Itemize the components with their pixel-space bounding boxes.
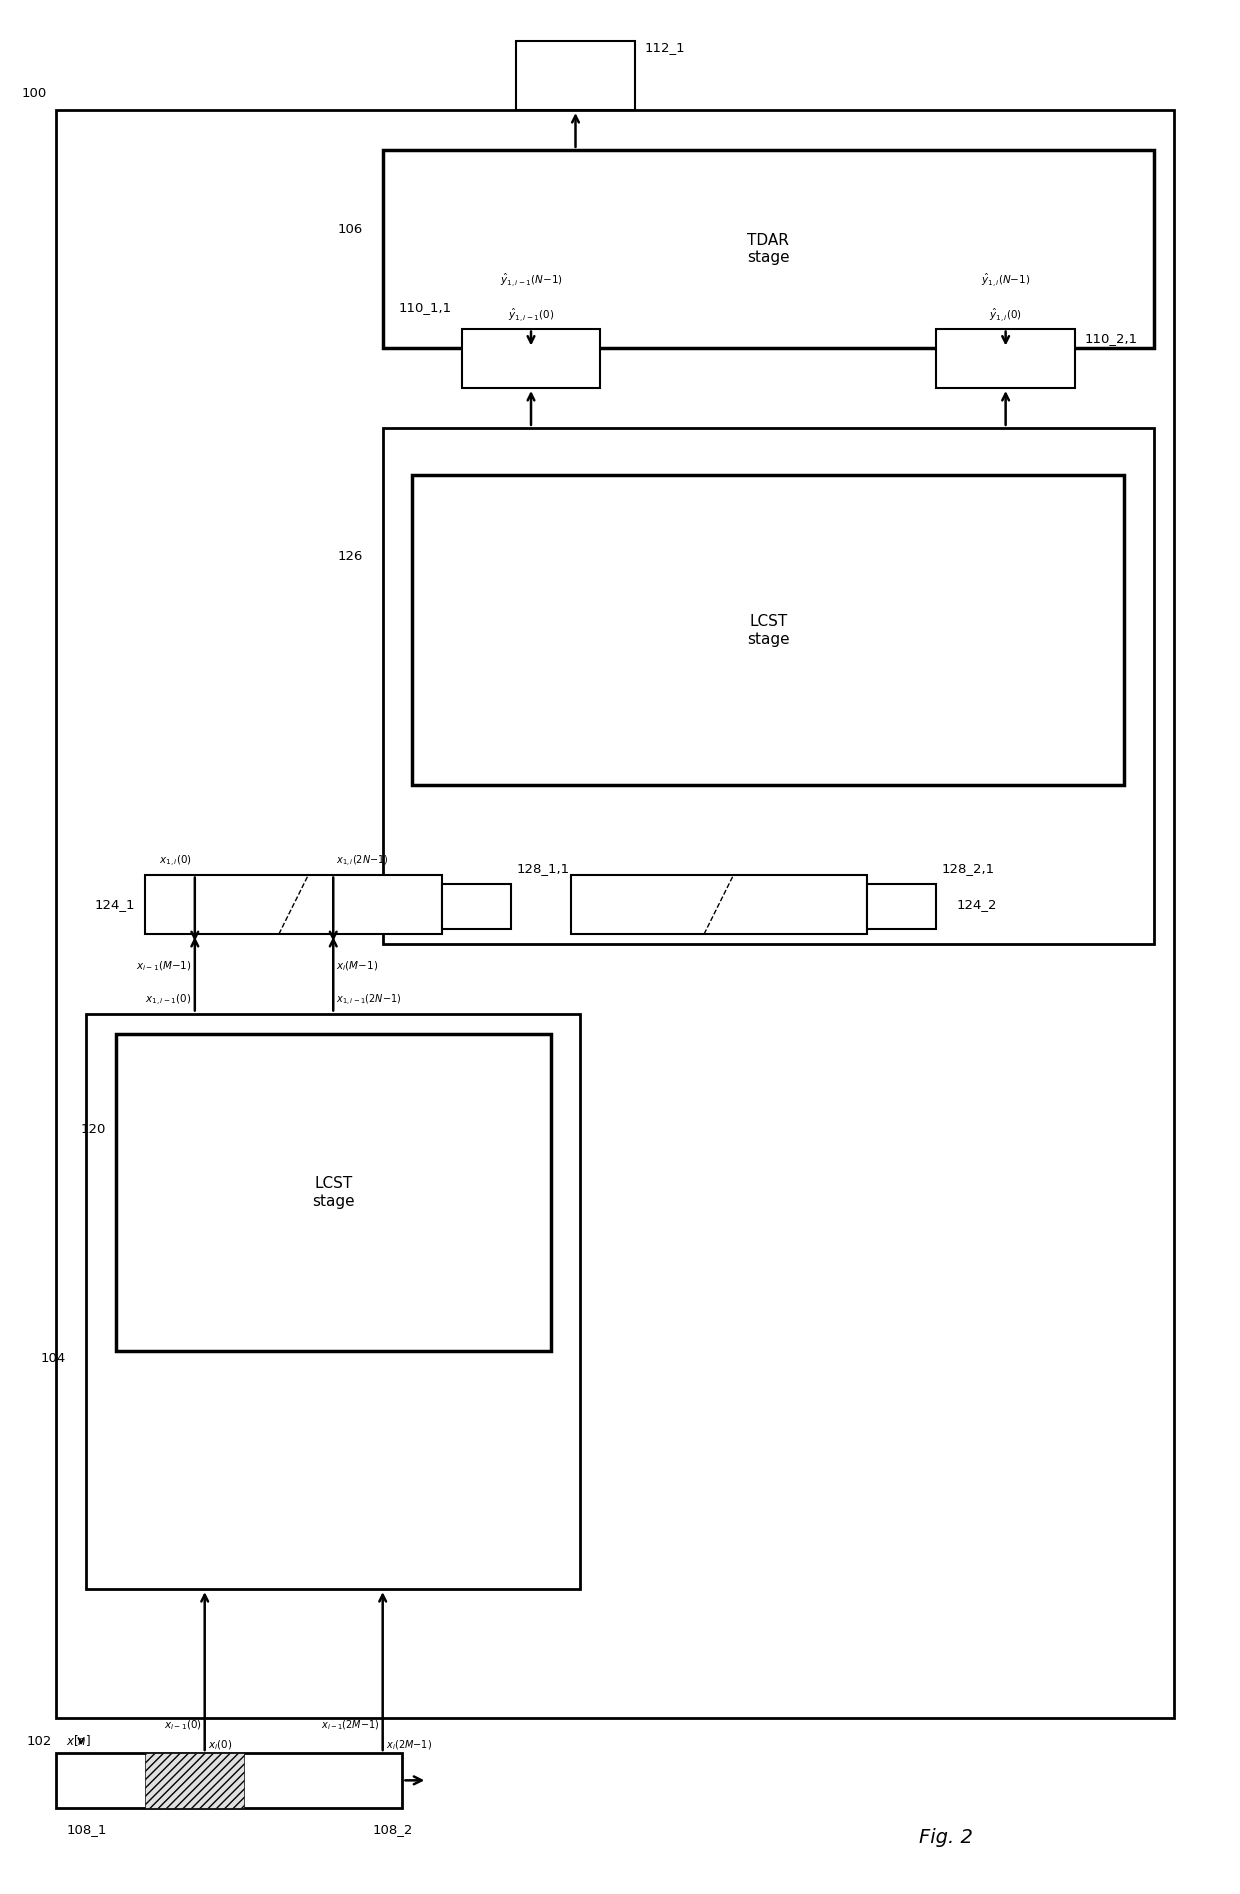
Text: LCST
stage: LCST stage bbox=[312, 1176, 355, 1208]
Text: $x_{1,i}(0)$: $x_{1,i}(0)$ bbox=[159, 854, 192, 869]
Bar bbox=[86, 1013, 580, 1589]
Bar bbox=[516, 40, 635, 110]
Bar bbox=[461, 328, 600, 388]
Text: 104: 104 bbox=[41, 1352, 66, 1366]
Text: $x_{i}(0)$: $x_{i}(0)$ bbox=[207, 1739, 232, 1752]
Text: $\hat{y}_{1,i}(0)$: $\hat{y}_{1,i}(0)$ bbox=[990, 307, 1022, 324]
Bar bbox=[413, 475, 1125, 786]
Text: 124_2: 124_2 bbox=[956, 898, 997, 911]
Bar bbox=[145, 1754, 244, 1807]
Bar bbox=[115, 1034, 551, 1350]
Text: Fig. 2: Fig. 2 bbox=[919, 1828, 973, 1847]
Text: $\hat{y}_{1,i-1}(N{-}1)$: $\hat{y}_{1,i-1}(N{-}1)$ bbox=[500, 271, 563, 290]
Text: 126: 126 bbox=[337, 551, 363, 563]
Text: $x_{1,i-1}(2N{-}1)$: $x_{1,i-1}(2N{-}1)$ bbox=[336, 992, 402, 1008]
Text: $\hat{y}_{1,i-1}(0)$: $\hat{y}_{1,i-1}(0)$ bbox=[507, 307, 554, 324]
Text: TDAR
stage: TDAR stage bbox=[746, 233, 790, 265]
Text: $\hat{y}_{1,i}(N{-}1)$: $\hat{y}_{1,i}(N{-}1)$ bbox=[981, 271, 1030, 290]
Text: 110_1,1: 110_1,1 bbox=[399, 301, 451, 314]
Text: $x_{i-1}(2M{-}1)$: $x_{i-1}(2M{-}1)$ bbox=[321, 1718, 379, 1731]
Bar bbox=[936, 328, 1075, 388]
Text: 108_1: 108_1 bbox=[66, 1822, 107, 1835]
Bar bbox=[145, 875, 441, 934]
Text: 128_2,1: 128_2,1 bbox=[941, 862, 994, 875]
Bar bbox=[867, 884, 936, 930]
Bar bbox=[441, 884, 511, 930]
Text: $x[n]$: $x[n]$ bbox=[66, 1733, 92, 1748]
Bar bbox=[56, 110, 1174, 1718]
Bar bbox=[570, 875, 867, 934]
Text: $x_{i-1}(M{-}1)$: $x_{i-1}(M{-}1)$ bbox=[136, 958, 192, 974]
Text: $x_{i}(2M{-}1)$: $x_{i}(2M{-}1)$ bbox=[386, 1739, 432, 1752]
Text: 120: 120 bbox=[81, 1123, 105, 1136]
Text: $x_{i}(M{-}1)$: $x_{i}(M{-}1)$ bbox=[336, 958, 378, 974]
Text: 102: 102 bbox=[26, 1735, 51, 1748]
Bar bbox=[56, 1754, 403, 1807]
Bar bbox=[383, 150, 1154, 348]
Text: LCST
stage: LCST stage bbox=[746, 614, 790, 646]
Text: 108_2: 108_2 bbox=[373, 1822, 413, 1835]
Text: $x_{1,i-1}(0)$: $x_{1,i-1}(0)$ bbox=[145, 992, 192, 1008]
Bar bbox=[383, 428, 1154, 943]
Text: 112_1: 112_1 bbox=[645, 40, 686, 53]
Text: 124_1: 124_1 bbox=[95, 898, 135, 911]
Text: 128_1,1: 128_1,1 bbox=[516, 862, 569, 875]
Text: $x_{i-1}(0)$: $x_{i-1}(0)$ bbox=[164, 1718, 202, 1731]
Text: 106: 106 bbox=[337, 223, 363, 235]
Text: $x_{1,i}(2N{-}1)$: $x_{1,i}(2N{-}1)$ bbox=[336, 854, 389, 869]
Text: 100: 100 bbox=[21, 87, 46, 100]
Text: 110_2,1: 110_2,1 bbox=[1085, 331, 1138, 345]
